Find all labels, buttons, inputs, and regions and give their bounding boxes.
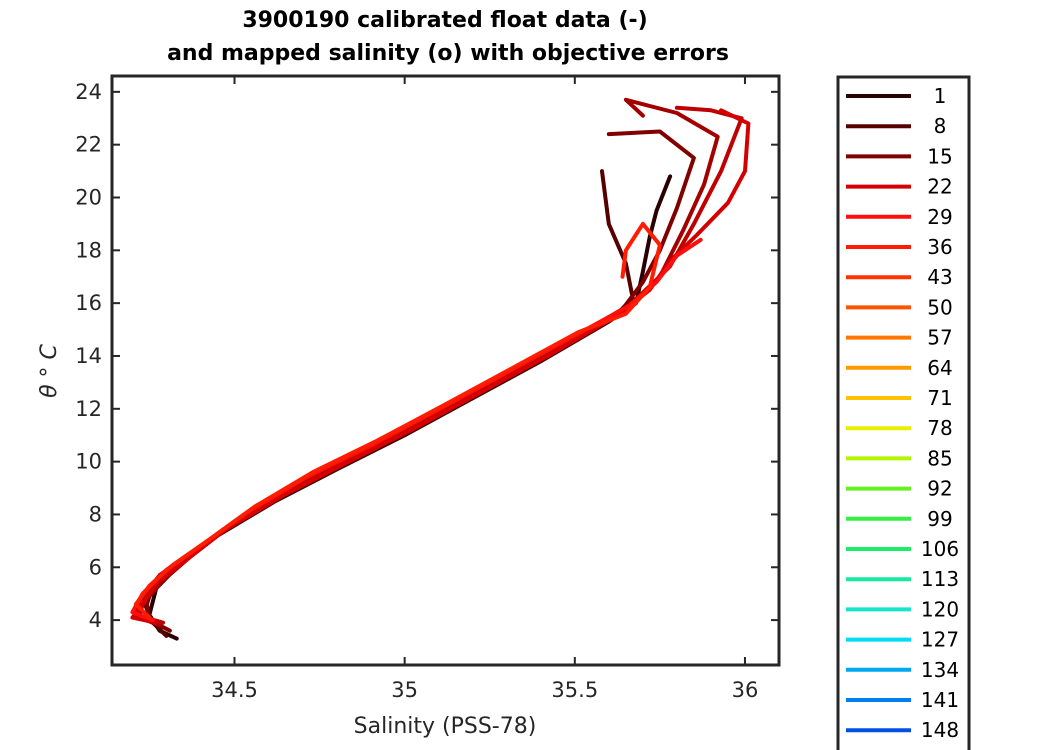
legend-label: 50 — [927, 295, 952, 319]
legend-label: 57 — [927, 326, 952, 350]
y-tick-label: 18 — [75, 238, 102, 262]
legend-label: 71 — [927, 386, 952, 410]
x-tick-label: 35.5 — [551, 678, 598, 702]
legend-label: 15 — [927, 144, 952, 168]
chart-subtitle: and mapped salinity (o) with objective e… — [167, 41, 729, 66]
legend: 1 8 15 22 29 36 43 50 57 64 71 78 85 92 99 106 113 120 127… — [846, 84, 959, 742]
legend-label: 99 — [927, 507, 952, 531]
y-tick-label: 22 — [75, 133, 102, 157]
plot-lines — [130, 97, 751, 641]
legend-label: 22 — [927, 175, 952, 199]
legend-label: 134 — [921, 658, 959, 682]
y-tick-label: 4 — [89, 608, 102, 632]
legend-label: 64 — [927, 356, 952, 380]
legend-label: 148 — [921, 718, 959, 742]
chart-title: 3900190 calibrated float data (-) — [242, 8, 647, 33]
y-tick-label: 16 — [75, 291, 102, 315]
plot-area-frame — [110, 74, 781, 667]
legend-label: 113 — [921, 567, 959, 591]
y-tick-label: 14 — [75, 344, 102, 368]
y-tick-label: 8 — [89, 502, 102, 526]
legend-label: 29 — [927, 205, 952, 229]
legend-label: 8 — [934, 114, 947, 138]
legend-label: 141 — [921, 688, 959, 712]
y-tick-label: 10 — [75, 450, 102, 474]
y-axis-label: θ ° C — [37, 343, 62, 397]
legend-label: 43 — [927, 265, 952, 289]
legend-label: 92 — [927, 477, 952, 501]
y-tick-label: 24 — [75, 80, 102, 104]
legend-label: 120 — [921, 597, 959, 621]
series-line-8 — [133, 221, 662, 620]
legend-label: 106 — [921, 537, 959, 561]
legend-label: 127 — [921, 628, 959, 652]
legend-label: 1 — [934, 84, 947, 108]
y-tick-label: 6 — [89, 555, 102, 579]
y-tick-label: 12 — [75, 397, 102, 421]
x-tick-label: 36 — [732, 678, 759, 702]
legend-label: 85 — [927, 446, 952, 470]
y-tick-label: 20 — [75, 185, 102, 209]
y-axis-ticks: 4 6 8 10 12 14 16 18 20 22 24 — [75, 80, 779, 632]
x-tick-label: 34.5 — [211, 678, 258, 702]
x-axis-ticks: 34.5 35 35.5 36 — [211, 76, 758, 702]
x-axis-label: Salinity (PSS-78) — [354, 714, 537, 739]
x-tick-label: 35 — [391, 678, 418, 702]
series-line-6 — [130, 108, 751, 625]
legend-label: 36 — [927, 235, 952, 259]
legend-label: 78 — [927, 416, 952, 440]
